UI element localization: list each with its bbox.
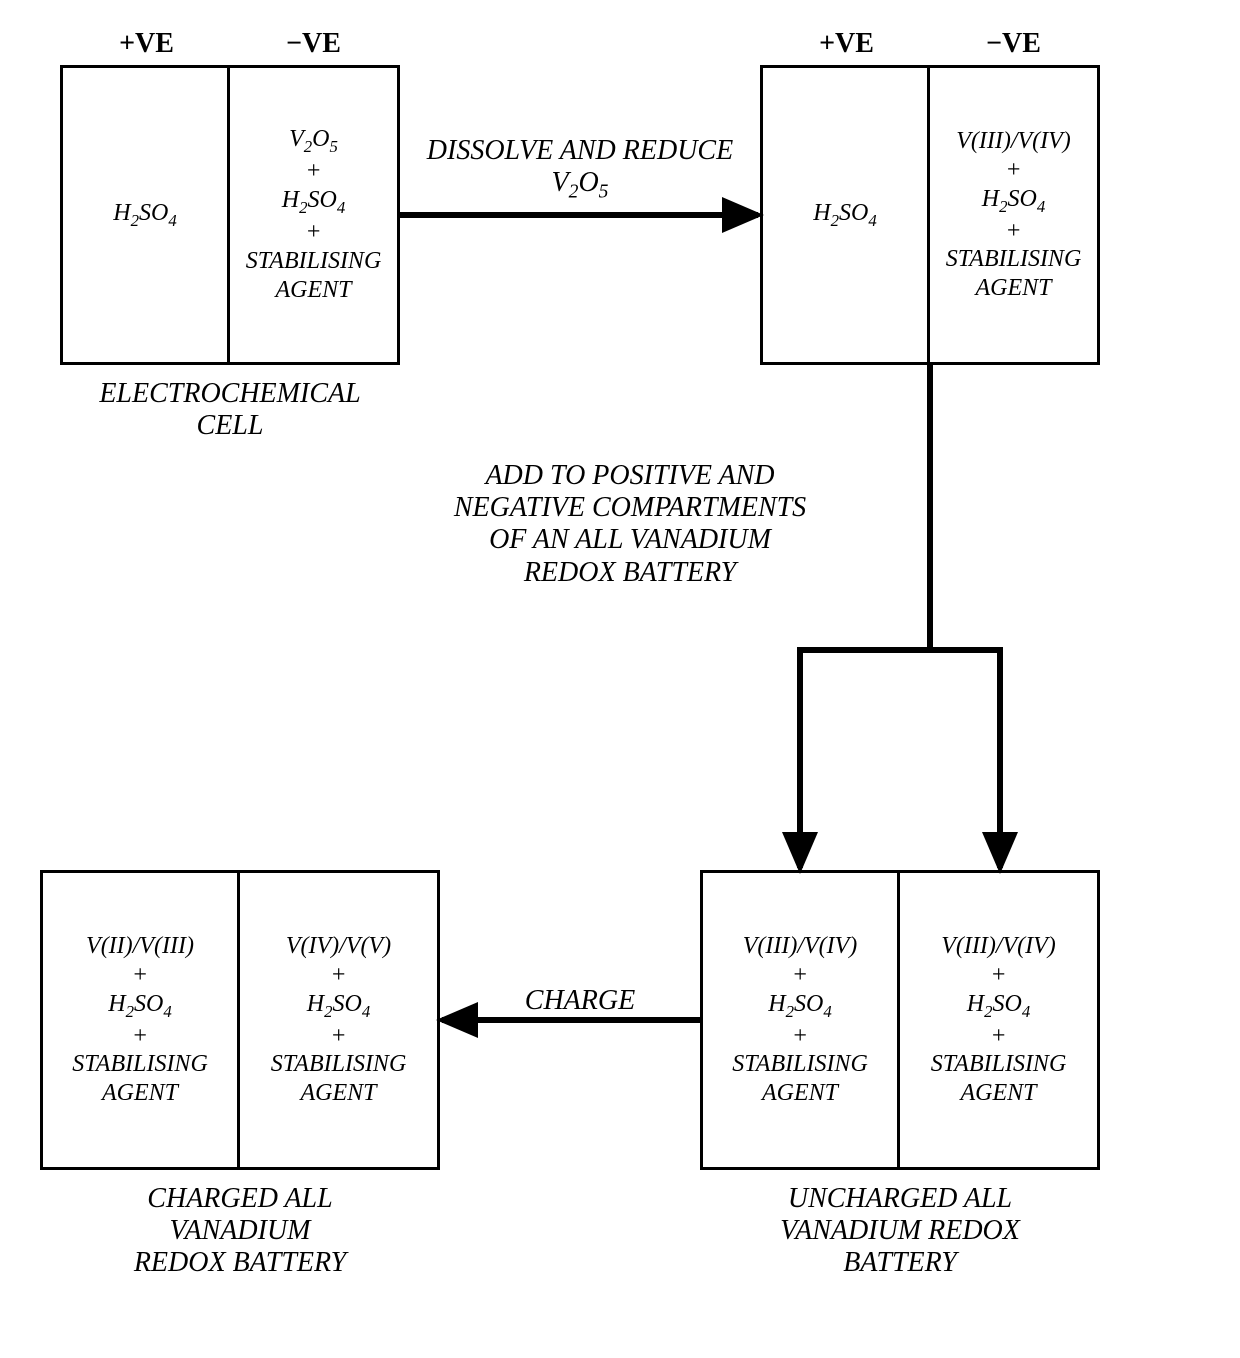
edge-label-charge: CHARGE [490,985,670,1017]
arrow-split-left [800,650,930,868]
edge-label-dissolve: DISSOLVE AND REDUCEV2O5 [410,135,750,204]
edge-label-add: ADD TO POSITIVE ANDNEGATIVE COMPARTMENTS… [380,460,880,589]
arrow-split-right [930,650,1000,868]
